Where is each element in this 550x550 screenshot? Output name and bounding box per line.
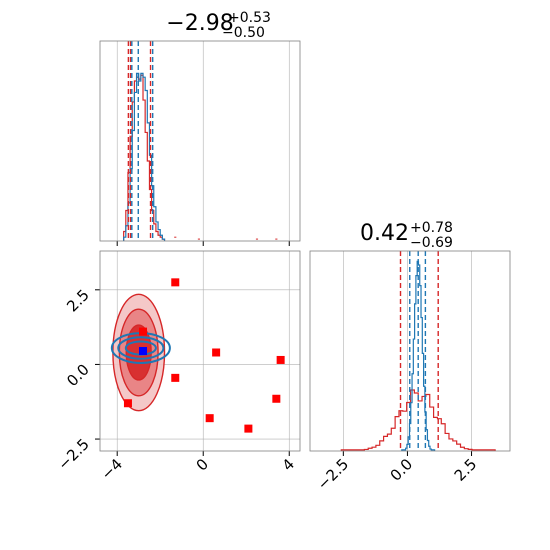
title-top-left-plus: +0.53 xyxy=(228,10,271,26)
x-tick-label-0: −4 xyxy=(98,455,126,483)
marker-9 xyxy=(244,424,253,433)
histogram-panel-bottom-right: −2.5 0.0 2.5 xyxy=(309,250,511,494)
histogram-panel-top-left xyxy=(99,40,301,246)
x-tick-label-0: −2.5 xyxy=(314,455,352,493)
title-bottom-right-minus: −0.69 xyxy=(410,235,453,251)
marker-8 xyxy=(205,414,214,423)
y-tick-label-2: 2.5 xyxy=(63,286,93,316)
marker-5 xyxy=(171,373,180,382)
axes-frame-bottom-right xyxy=(309,250,511,452)
axes-frame-top-left xyxy=(99,40,301,242)
y-tick-label-0: −2.5 xyxy=(54,435,92,473)
marker-4 xyxy=(276,355,285,364)
contour-blue-level-1 xyxy=(117,336,165,360)
marker-1 xyxy=(139,327,148,336)
marker-3 xyxy=(212,348,221,357)
title-top-left: −2.98 xyxy=(166,11,233,36)
axes-frame-bottom-left xyxy=(99,250,301,452)
x-tick-label-2: 2.5 xyxy=(451,455,481,485)
x-tick-label-1: 0.0 xyxy=(387,455,417,485)
scatter-panel-bottom-left: −4 0 4 −2.5 0.0 2.5 xyxy=(54,250,301,483)
y-tick-label-1: 0.0 xyxy=(63,361,93,391)
title-bottom-right-plus: +0.78 xyxy=(410,220,453,236)
title-bottom-right-median: 0.42 xyxy=(360,221,409,246)
marker-7 xyxy=(272,394,281,403)
x-tick-label-2: 4 xyxy=(279,455,298,474)
marker-0 xyxy=(171,278,180,287)
title-top-left-minus: −0.50 xyxy=(222,25,265,41)
title-top-left-median: −2.98 xyxy=(166,11,233,36)
histogram-red xyxy=(123,74,166,241)
marker-2 xyxy=(139,347,148,355)
marker-6 xyxy=(123,399,132,408)
x-tick-label-1: 0 xyxy=(193,455,212,474)
